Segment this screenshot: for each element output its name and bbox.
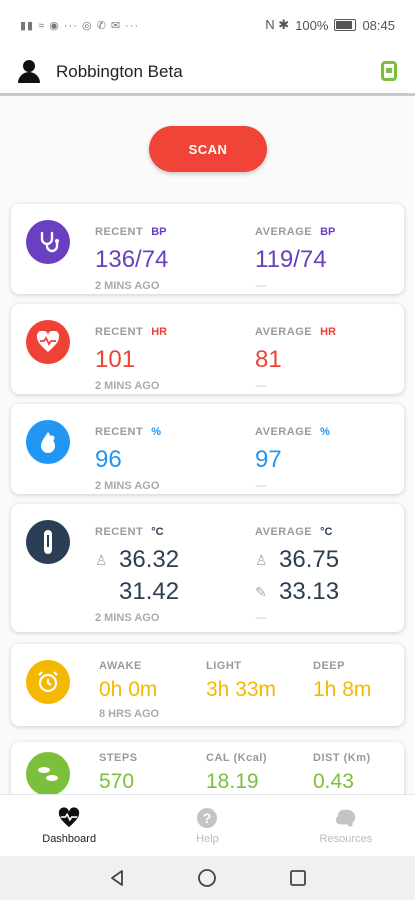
unit-label: HR <box>320 326 336 338</box>
body-icon: ♙ <box>95 551 108 568</box>
nav-resources[interactable]: Resources <box>277 795 415 857</box>
status-icons: N ✱ <box>265 17 290 32</box>
average-label: AVERAGE <box>255 426 313 438</box>
user-icon[interactable] <box>16 59 42 85</box>
pencil-icon: ✎ <box>255 583 267 600</box>
recents-icon[interactable] <box>289 869 307 887</box>
activity-card[interactable]: STEPS 570 CAL (Kcal) 18.19 DIST (Km) 0.4… <box>11 742 404 794</box>
dashboard-content[interactable]: SCAN RECENT BP 136/74 2 MINS AGO AVERAGE B… <box>0 96 415 794</box>
unit-label: HR <box>151 326 168 338</box>
light-value: 3h 33m <box>206 678 277 701</box>
footsteps-icon <box>26 752 70 794</box>
device-icon[interactable] <box>381 61 397 81</box>
awake-value: 0h 0m <box>99 678 158 701</box>
temperature-card[interactable]: RECENT °C ♙ 36.32 31.42 2 MINS AGO AVERAGE… <box>11 504 404 632</box>
help-icon: ? <box>196 807 218 829</box>
spo2-average-time: --- <box>255 480 266 492</box>
bp-recent-value: 136/74 <box>95 246 169 273</box>
unit-label: % <box>151 426 162 438</box>
hr-average-value: 81 <box>255 346 282 373</box>
nav-resources-label: Resources <box>319 833 373 845</box>
stethoscope-icon <box>26 220 70 264</box>
clock: 08:45 <box>362 17 395 33</box>
bp-card[interactable]: RECENT BP 136/74 2 MINS AGO AVERAGE BP 119… <box>11 204 404 294</box>
light-label: LIGHT <box>206 660 242 672</box>
unit-label: °C <box>151 526 164 538</box>
alarm-clock-icon <box>26 660 70 704</box>
scan-button[interactable]: SCAN <box>149 126 267 172</box>
home-icon[interactable] <box>197 868 217 888</box>
deep-value: 1h 8m <box>313 678 372 701</box>
distance-label: DIST (Km) <box>313 752 371 764</box>
temp-recent-time: 2 MINS AGO <box>95 612 160 624</box>
recent-label: RECENT <box>95 426 144 438</box>
system-nav-bar <box>0 856 415 900</box>
sleep-card[interactable]: AWAKE 0h 0m 8 HRS AGO LIGHT 3h 33m DEEP … <box>11 644 404 726</box>
spo2-recent-time: 2 MINS AGO <box>95 480 160 492</box>
temp-recent-body: 36.32 <box>119 546 180 573</box>
recent-label: RECENT <box>95 526 144 538</box>
spo2-average-value: 97 <box>255 446 282 473</box>
nav-dashboard[interactable]: Dashboard <box>0 795 138 857</box>
unit-label: °C <box>320 526 333 538</box>
nav-dashboard-label: Dashboard <box>42 833 97 845</box>
status-bar: ▮▮ ≈ ◉ ··· ◎ ✆ ✉ ··· N ✱ 100% 08:45 <box>0 0 415 50</box>
average-label: AVERAGE <box>255 226 313 238</box>
heart-pulse-icon <box>26 320 70 364</box>
bp-average-value: 119/74 <box>255 246 327 273</box>
hr-card[interactable]: RECENT HR 101 2 MINS AGO AVERAGE HR 81 --- <box>11 304 404 394</box>
heart-pulse-icon <box>58 807 80 829</box>
recent-label: RECENT <box>95 226 144 238</box>
temp-average-surface: 33.13 <box>279 578 340 605</box>
sleep-time: 8 HRS AGO <box>99 708 160 720</box>
back-icon[interactable] <box>109 869 125 887</box>
calories-value: 18.19 <box>206 770 259 793</box>
deep-label: DEEP <box>313 660 345 672</box>
temp-average-body: 36.75 <box>279 546 340 573</box>
nav-help-label: Help <box>196 833 219 845</box>
spo2-recent-value: 96 <box>95 446 122 473</box>
steps-value: 570 <box>99 770 135 793</box>
user-name: Robbington Beta <box>56 61 183 81</box>
bp-average-time: --- <box>255 280 266 292</box>
status-icons-left: ▮▮ ≈ ◉ ··· ◎ ✆ ✉ ··· <box>20 19 140 32</box>
oxygen-card[interactable]: RECENT% 96 2 MINS AGO AVERAGE% 97 --- <box>11 404 404 494</box>
bp-recent-time: 2 MINS AGO <box>95 280 160 292</box>
unit-label: % <box>320 426 330 438</box>
steps-label: STEPS <box>99 752 138 764</box>
body-icon: ♙ <box>255 551 268 568</box>
drop-icon <box>26 420 70 464</box>
recent-label: RECENT <box>95 326 144 338</box>
svg-text:?: ? <box>203 810 212 826</box>
hr-recent-value: 101 <box>95 346 136 373</box>
status-icons-right: N ✱ 100% 08:45 <box>265 17 395 33</box>
awake-label: AWAKE <box>99 660 142 672</box>
unit-label: BP <box>151 226 167 238</box>
bottom-nav: Dashboard ? Help Resources <box>0 794 415 857</box>
distance-value: 0.43 <box>313 770 354 793</box>
hr-recent-time: 2 MINS AGO <box>95 380 160 392</box>
brain-icon <box>335 807 357 829</box>
hr-average-time: --- <box>255 380 266 392</box>
average-label: AVERAGE <box>255 526 313 538</box>
temp-average-time: --- <box>255 612 266 624</box>
battery-percent: 100% <box>295 17 329 33</box>
average-label: AVERAGE <box>255 326 313 338</box>
calories-label: CAL (Kcal) <box>206 752 268 764</box>
temp-recent-surface: 31.42 <box>119 578 180 605</box>
battery-icon <box>334 19 357 31</box>
app-bar: Robbington Beta <box>0 50 415 96</box>
unit-label: BP <box>320 226 336 238</box>
thermometer-icon <box>26 520 70 564</box>
nav-help[interactable]: ? Help <box>138 795 276 857</box>
